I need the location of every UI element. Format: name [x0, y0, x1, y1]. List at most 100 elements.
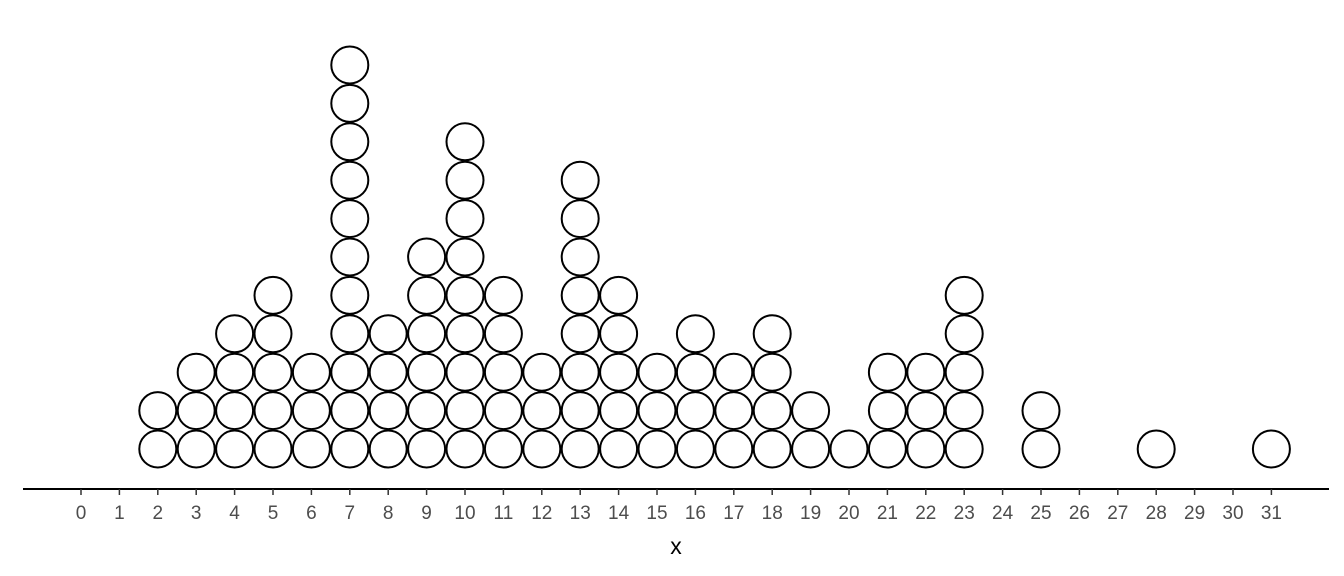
dot-x18-3	[752, 352, 792, 392]
dot-x16-2	[675, 391, 715, 431]
dot-x3-1	[176, 429, 216, 469]
dot-x4-1	[215, 429, 255, 469]
dot-x9-1	[407, 429, 447, 469]
x-tick-label-30: 30	[1222, 503, 1243, 524]
dot-x13-4	[560, 314, 600, 354]
dot-x18-4	[752, 314, 792, 354]
x-tick-label-23: 23	[954, 503, 975, 524]
x-tick-label-4: 4	[229, 503, 240, 524]
x-tick-label-24: 24	[992, 503, 1014, 524]
dot-x28-1	[1136, 429, 1176, 469]
dot-x7-4	[330, 314, 370, 354]
dot-x5-1	[253, 429, 293, 469]
dot-x17-3	[714, 352, 754, 392]
dot-x9-2	[407, 391, 447, 431]
dot-x9-5	[407, 275, 447, 315]
dot-x14-3	[599, 352, 639, 392]
dot-x23-4	[944, 314, 984, 354]
dot-x11-1	[483, 429, 523, 469]
dot-x22-2	[906, 391, 946, 431]
dot-x23-5	[944, 275, 984, 315]
dot-x15-2	[637, 391, 677, 431]
dot-x7-5	[330, 275, 370, 315]
x-tick-label-19: 19	[800, 503, 821, 524]
dot-x4-4	[215, 314, 255, 354]
x-tick-label-15: 15	[646, 503, 667, 524]
x-axis-title: x	[670, 533, 682, 559]
x-tick-label-22: 22	[915, 503, 936, 524]
dot-x2-1	[138, 429, 178, 469]
x-tick-label-29: 29	[1184, 503, 1205, 524]
dot-x7-11	[330, 45, 370, 85]
x-tick-label-25: 25	[1030, 503, 1051, 524]
dot-x7-7	[330, 199, 370, 239]
dot-x12-2	[522, 391, 562, 431]
dot-x25-1	[1021, 429, 1061, 469]
dot-x7-1	[330, 429, 370, 469]
dot-x15-1	[637, 429, 677, 469]
x-tick-label-9: 9	[421, 503, 432, 524]
dot-x7-10	[330, 83, 370, 123]
dot-x16-1	[675, 429, 715, 469]
x-tick-label-21: 21	[877, 503, 898, 524]
dot-x23-2	[944, 391, 984, 431]
dot-x9-4	[407, 314, 447, 354]
dot-x12-3	[522, 352, 562, 392]
dot-x14-4	[599, 314, 639, 354]
x-tick-label-0: 0	[76, 503, 87, 524]
dot-x22-3	[906, 352, 946, 392]
dot-x4-2	[215, 391, 255, 431]
dot-x17-2	[714, 391, 754, 431]
x-tick-label-5: 5	[268, 503, 279, 524]
dot-x13-1	[560, 429, 600, 469]
dot-x10-6	[445, 237, 485, 277]
x-axis-ticks: 0 1 2 3 4 5 6 7 8 9 10 11 12 13 14 15 16 17 18 19 20 21 22 23 24…	[76, 489, 1282, 524]
dot-x11-2	[483, 391, 523, 431]
x-tick-label-7: 7	[345, 503, 356, 524]
dot-x10-5	[445, 275, 485, 315]
dot-x8-2	[368, 391, 408, 431]
dot-x21-2	[867, 391, 907, 431]
dot-x20-1	[829, 429, 869, 469]
dot-x10-2	[445, 391, 485, 431]
dot-x13-6	[560, 237, 600, 277]
dot-x18-1	[752, 429, 792, 469]
dot-x6-2	[291, 391, 331, 431]
dot-x4-3	[215, 352, 255, 392]
dot-x7-2	[330, 391, 370, 431]
x-tick-label-10: 10	[454, 503, 475, 524]
dot-x5-4	[253, 314, 293, 354]
x-tick-label-2: 2	[153, 503, 164, 524]
x-tick-label-14: 14	[608, 503, 630, 524]
dot-x3-3	[176, 352, 216, 392]
dot-x18-2	[752, 391, 792, 431]
x-tick-label-1: 1	[114, 503, 125, 524]
dot-x5-3	[253, 352, 293, 392]
dot-x22-1	[906, 429, 946, 469]
dot-x10-9	[445, 122, 485, 162]
dot-x12-1	[522, 429, 562, 469]
dot-x8-4	[368, 314, 408, 354]
x-tick-label-6: 6	[306, 503, 317, 524]
dot-x13-5	[560, 275, 600, 315]
dot-x16-3	[675, 352, 715, 392]
dot-x8-1	[368, 429, 408, 469]
x-tick-label-11: 11	[494, 503, 514, 524]
dot-x23-1	[944, 429, 984, 469]
dot-x15-3	[637, 352, 677, 392]
dot-x5-5	[253, 275, 293, 315]
dot-x16-4	[675, 314, 715, 354]
x-tick-label-20: 20	[838, 503, 859, 524]
x-tick-label-17: 17	[723, 503, 744, 524]
dot-x13-2	[560, 391, 600, 431]
x-tick-label-3: 3	[191, 503, 202, 524]
dot-x13-3	[560, 352, 600, 392]
dot-x7-3	[330, 352, 370, 392]
x-tick-label-27: 27	[1107, 503, 1128, 524]
dot-x13-8	[560, 160, 600, 200]
x-tick-label-31: 31	[1261, 503, 1282, 524]
dot-x10-7	[445, 199, 485, 239]
dot-x21-1	[867, 429, 907, 469]
dot-x7-8	[330, 160, 370, 200]
dot-x14-5	[599, 275, 639, 315]
